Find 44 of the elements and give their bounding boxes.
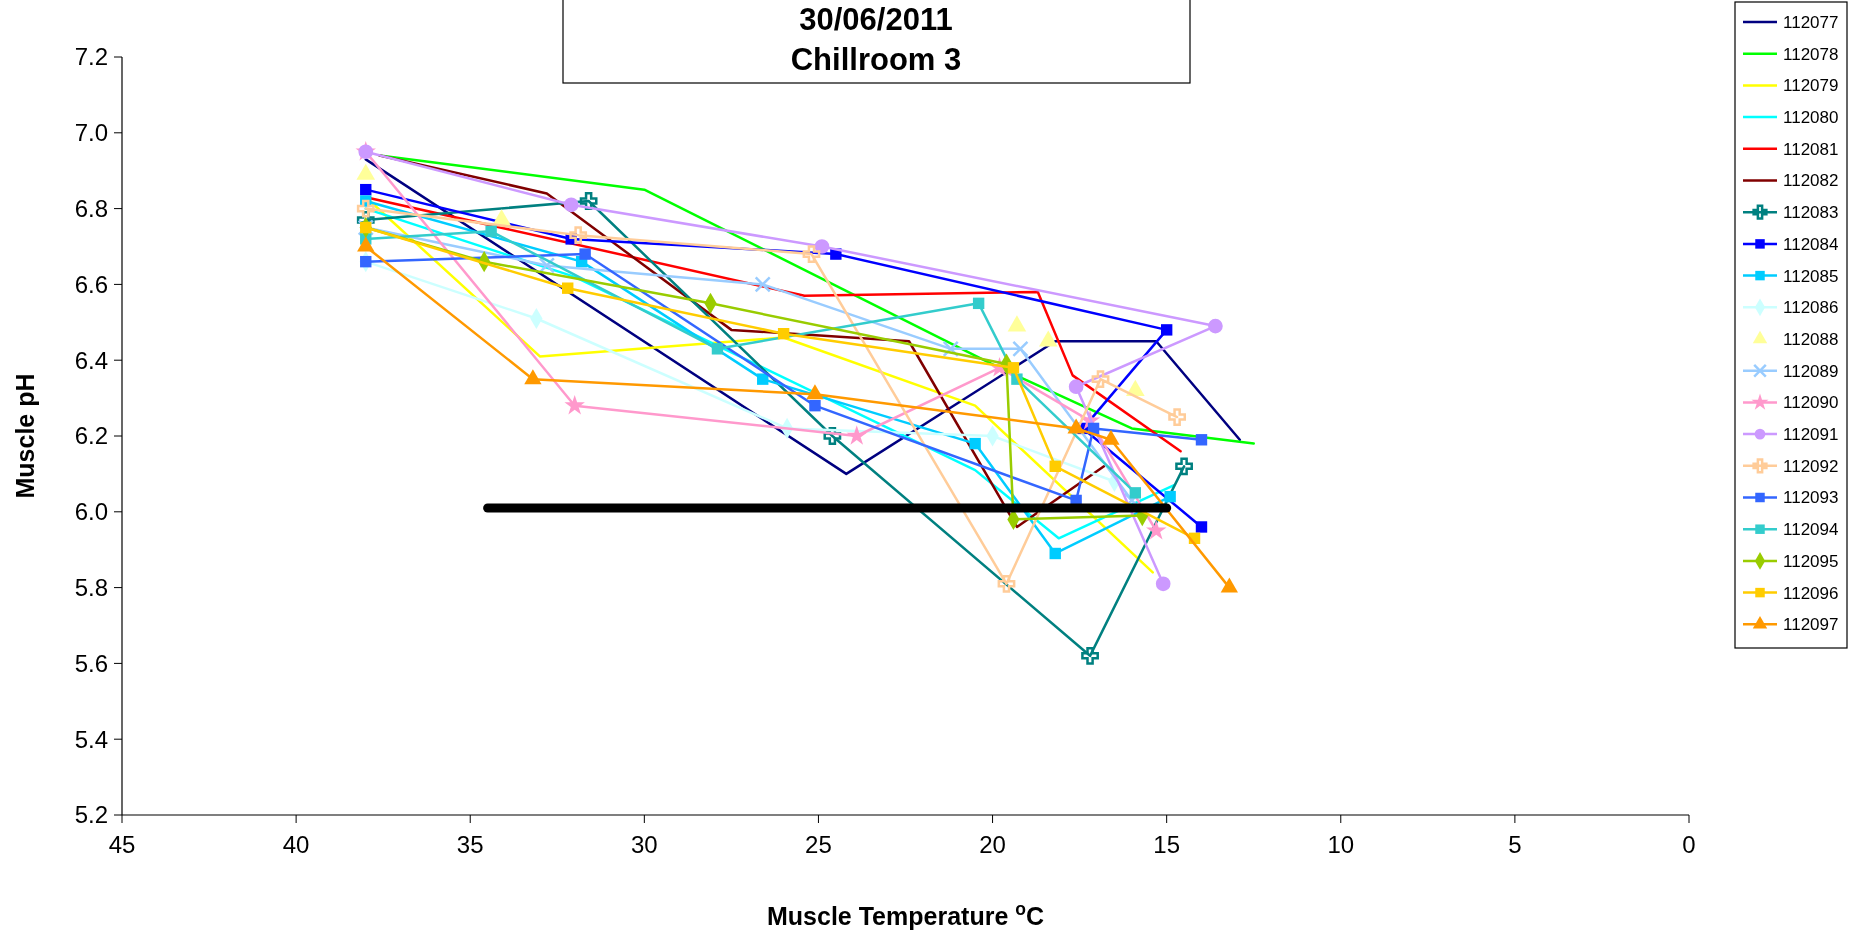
x-tick-label: 15 xyxy=(1153,831,1181,858)
legend-label: 112081 xyxy=(1783,139,1839,159)
x-tick-label: 30 xyxy=(630,831,658,858)
x-tick-label: 35 xyxy=(456,831,484,858)
legend-label: 112095 xyxy=(1783,551,1839,571)
y-tick-label: 7.0 xyxy=(74,119,108,147)
legend-label: 112086 xyxy=(1783,298,1839,318)
legend-label: 112093 xyxy=(1783,488,1839,508)
legend-label: 112079 xyxy=(1783,76,1839,96)
y-tick-label: 6.2 xyxy=(74,422,108,450)
x-tick-label: 10 xyxy=(1327,831,1355,858)
legend-label: 112083 xyxy=(1783,203,1839,223)
x-tick-label: 25 xyxy=(805,831,832,858)
y-tick-label: 7.2 xyxy=(74,43,108,71)
y-tick-label: 6.4 xyxy=(74,346,108,374)
x-tick-label: 0 xyxy=(1682,831,1696,858)
legend-label: 112096 xyxy=(1783,583,1839,603)
y-tick-label: 6.0 xyxy=(74,498,108,526)
x-tick-label: 45 xyxy=(108,831,136,858)
legend-label: 112094 xyxy=(1783,520,1839,540)
y-tick-label: 5.4 xyxy=(74,725,108,753)
legend-label: 112084 xyxy=(1783,234,1839,254)
legend-label: 112097 xyxy=(1783,615,1839,635)
legend-label: 112089 xyxy=(1783,361,1839,381)
legend-label: 112077 xyxy=(1783,12,1839,32)
legend-label: 112085 xyxy=(1783,266,1839,286)
x-tick-label: 40 xyxy=(282,831,310,858)
y-tick-label: 6.6 xyxy=(74,270,108,298)
x-tick-label: 5 xyxy=(1508,831,1522,858)
legend-label: 112092 xyxy=(1783,456,1839,476)
legend-label: 112090 xyxy=(1783,393,1839,413)
x-axis-title: Muscle Temperature $^{o}$C xyxy=(767,899,1044,930)
legend-label: 112080 xyxy=(1783,108,1839,128)
legend-label: 112091 xyxy=(1783,425,1839,445)
y-tick-label: 5.2 xyxy=(74,801,108,829)
legend-label: 112082 xyxy=(1783,171,1839,191)
legend-label: 112078 xyxy=(1783,44,1839,64)
y-axis-title: Muscle pH xyxy=(11,373,39,499)
y-tick-label: 5.6 xyxy=(74,649,108,677)
chart-title: 30/06/2011 Chillroom 3 xyxy=(790,2,962,77)
legend-label: 112088 xyxy=(1783,329,1839,349)
y-tick-label: 5.8 xyxy=(74,574,108,601)
y-tick-label: 6.8 xyxy=(74,195,108,222)
x-tick-label: 20 xyxy=(979,831,1006,858)
